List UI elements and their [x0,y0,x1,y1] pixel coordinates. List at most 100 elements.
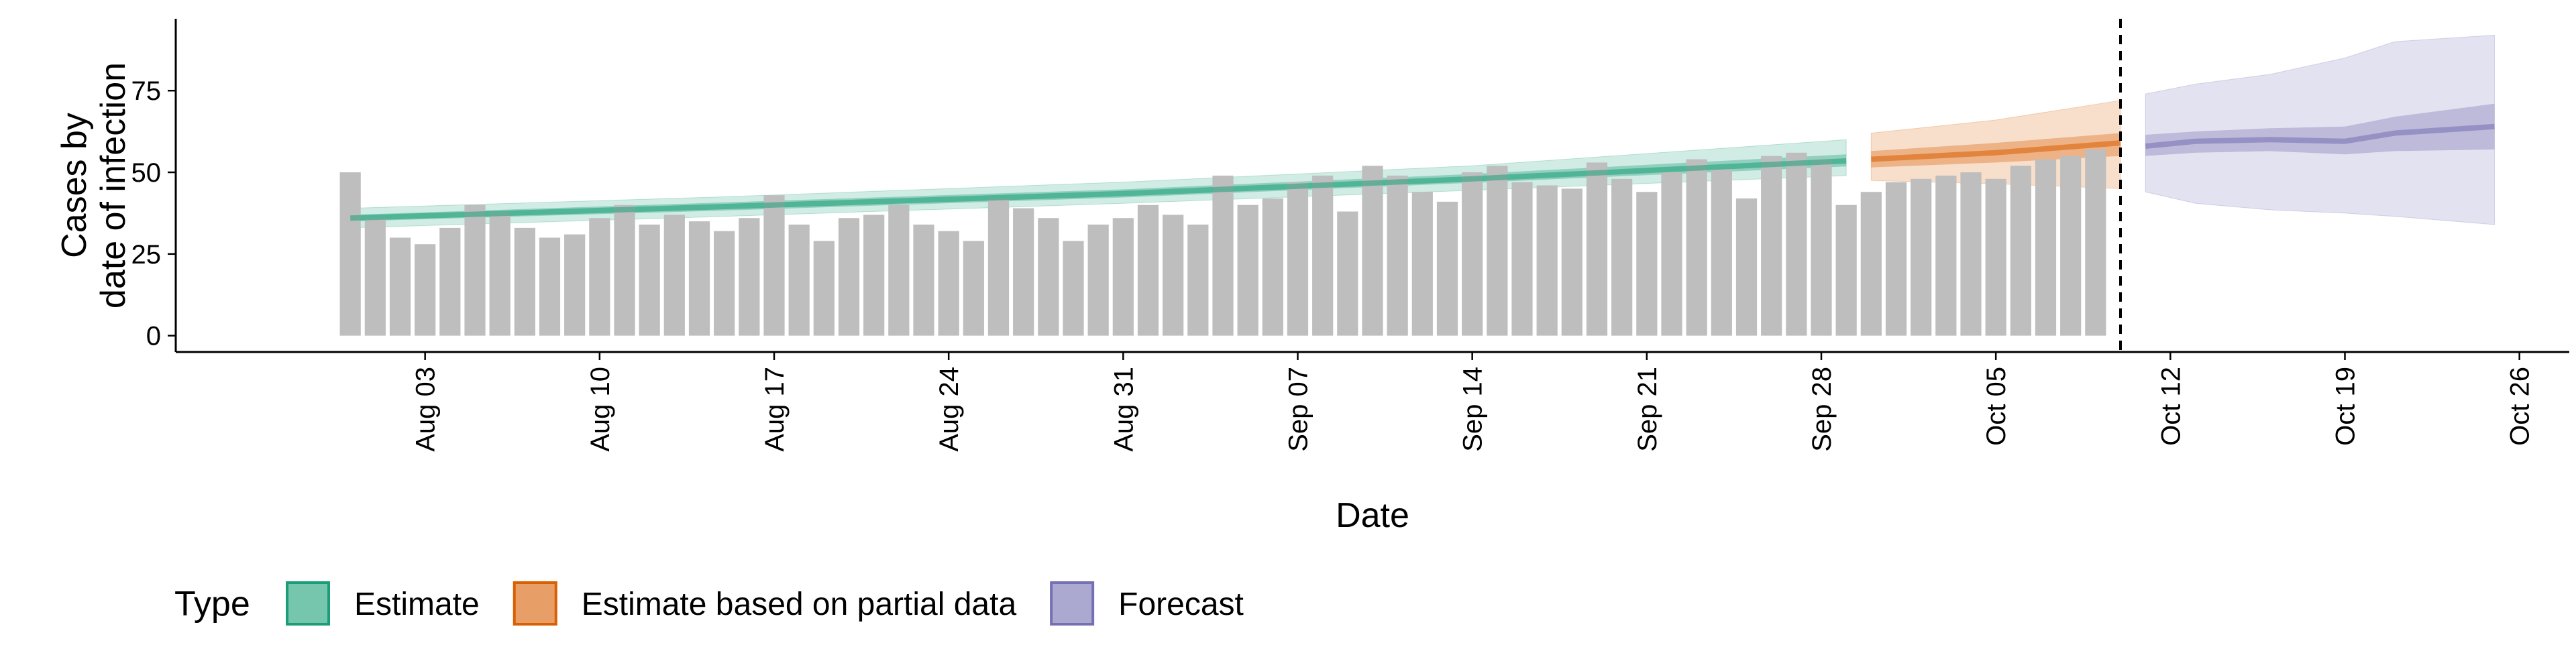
legend-title: Type [174,585,250,624]
x-tick-label: Sep 14 [1458,367,1488,452]
bar [1985,178,2006,336]
bar [1711,169,1732,336]
x-axis-title: Date [1336,496,1409,535]
bar [1063,241,1084,336]
bar [514,227,535,336]
bar [1735,198,1758,336]
bar [489,211,511,336]
bar [1860,192,1882,336]
bar [1262,198,1283,336]
median-line [1871,140,2121,162]
bar [1312,175,1334,336]
bar [1112,218,1134,336]
bar [913,224,934,336]
x-tick-label: Aug 17 [760,367,790,452]
x-tick-label: Oct 05 [1982,367,2011,446]
bar [339,172,361,336]
bar [1237,204,1258,336]
bar [963,241,984,336]
bar [1960,172,1982,336]
median-line [350,158,1847,221]
bar [1436,201,1458,336]
bar [938,231,959,336]
bar [714,231,735,336]
bar [1287,182,1309,336]
bar [1636,192,1658,336]
bar [1411,192,1433,336]
x-tick-label: Sep 21 [1633,367,1662,452]
bar [589,218,610,336]
y-tick-label: 75 [131,76,162,106]
legend-label: Estimate based on partial data [582,587,1017,622]
bar [1387,175,1408,336]
bar [2060,156,2082,336]
bar [1911,178,1932,336]
bar [1087,224,1109,336]
bar [1885,182,1907,336]
bar [1038,218,1059,336]
legend-swatch [286,581,330,626]
bar [2035,159,2057,336]
y-tick-label: 0 [146,322,161,351]
bar [1212,175,1234,336]
x-tick-label: Oct 19 [2331,367,2361,446]
bar [1362,166,1383,336]
bar [639,224,660,336]
bar [1935,175,1957,336]
bar [2010,166,2031,336]
legend-swatch [1050,581,1095,626]
bar [763,195,785,336]
x-tick-label: Sep 28 [1807,367,1837,452]
legend: Type Estimate Estimate based on partial da… [174,581,1244,626]
x-tick-label: Aug 31 [1109,367,1138,452]
bar [439,227,461,336]
bar [1586,162,1608,336]
y-axis-title-line: Cases by [55,113,94,258]
x-tick-label: Aug 10 [586,367,615,452]
x-tick-label: Aug 24 [934,367,964,452]
bar [1337,211,1358,336]
bar [1511,182,1533,336]
bar [1561,188,1582,336]
bar [614,204,635,336]
median-line [2145,123,2495,150]
bar [539,237,561,336]
bar [739,218,760,336]
bar [788,224,810,336]
bar [888,204,910,336]
bar [987,198,1010,336]
bar [415,244,436,336]
bar [1686,159,1707,336]
bar [364,218,386,336]
bar [564,234,586,336]
bar [1611,178,1633,336]
x-tick-label: Oct 12 [2156,367,2186,446]
x-tick-label: Oct 26 [2506,367,2535,446]
axes: 0 25 50 75 Aug 03 Aug 10 Aug 17 Aug 24 Aug 31 Sep… [55,19,2569,535]
legend-label: Estimate [354,587,480,622]
x-tick-label: Aug 03 [411,367,441,452]
bar [1137,204,1159,336]
bar [1811,159,1832,336]
y-axis-title: Cases bydate of infection [55,62,133,308]
bar [1536,185,1558,336]
bar-series [339,149,2106,336]
bar [813,241,835,336]
bar [663,215,685,336]
bar [1013,208,1034,336]
bar [1661,172,1682,336]
bar [1761,156,1782,336]
bar [1462,172,1483,336]
bar [863,215,885,336]
bar [464,204,486,336]
bar [2085,149,2106,336]
bar [1835,204,1857,336]
y-tick-label: 50 [131,158,162,188]
legend-swatch [513,581,557,626]
median-lines [350,123,2495,221]
bar [1187,224,1209,336]
bar [1163,215,1184,336]
bar [1487,166,1508,336]
